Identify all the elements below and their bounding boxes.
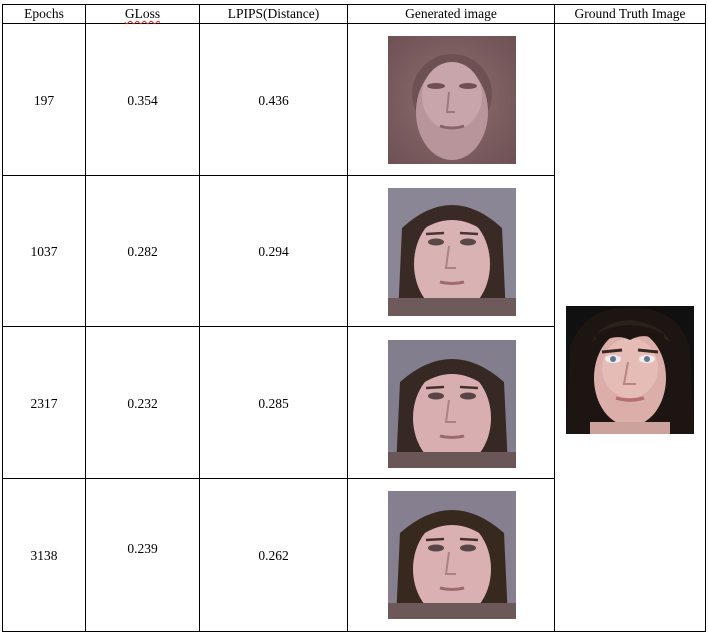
header-lpips: LPIPS(Distance) <box>227 6 320 21</box>
row-2-lpips: 0.294 <box>258 244 289 259</box>
generated-face-image-epoch-197 <box>388 36 516 164</box>
row-2-epochs: 1037 <box>30 244 58 259</box>
rule-col-2 <box>199 4 200 632</box>
rule-top <box>2 4 706 5</box>
row-1-gloss: 0.354 <box>127 93 158 108</box>
rule-row-3 <box>2 478 554 479</box>
row-3-lpips: 0.285 <box>258 396 289 411</box>
rule-row-2 <box>2 326 554 327</box>
header-gloss: GLoss <box>86 6 199 22</box>
row-1-lpips: 0.436 <box>258 93 289 108</box>
header-epochs: Epochs <box>24 6 64 21</box>
row-3-gloss: 0.232 <box>127 396 158 411</box>
rule-row-1 <box>2 175 554 176</box>
generated-face-image-epoch-1037 <box>388 188 516 316</box>
generated-face-image-epoch-2317 <box>388 340 516 468</box>
generated-face-image-epoch-3138 <box>388 491 516 619</box>
row-2-gloss: 0.282 <box>127 244 158 259</box>
rule-header <box>2 23 706 24</box>
row-4-epochs: 3138 <box>30 548 58 563</box>
rule-col-1 <box>85 4 86 632</box>
row-4-gloss: 0.239 <box>127 541 158 556</box>
rule-bottom <box>2 631 706 632</box>
row-4-lpips: 0.262 <box>258 548 289 563</box>
row-3-epochs: 2317 <box>30 396 58 411</box>
header-gloss-label: GLoss <box>124 6 161 21</box>
rule-col-4 <box>554 4 555 632</box>
ground-truth-face-image <box>566 306 694 434</box>
header-ground-truth-image: Ground Truth Image <box>574 6 686 21</box>
rule-right <box>705 4 706 632</box>
rule-left <box>2 4 3 632</box>
header-generated-image: Generated image <box>405 6 497 21</box>
row-1-epochs: 197 <box>33 93 55 108</box>
rule-col-3 <box>347 4 348 632</box>
results-table: Epochs GLoss LPIPS(Distance) Generated i… <box>2 4 706 633</box>
